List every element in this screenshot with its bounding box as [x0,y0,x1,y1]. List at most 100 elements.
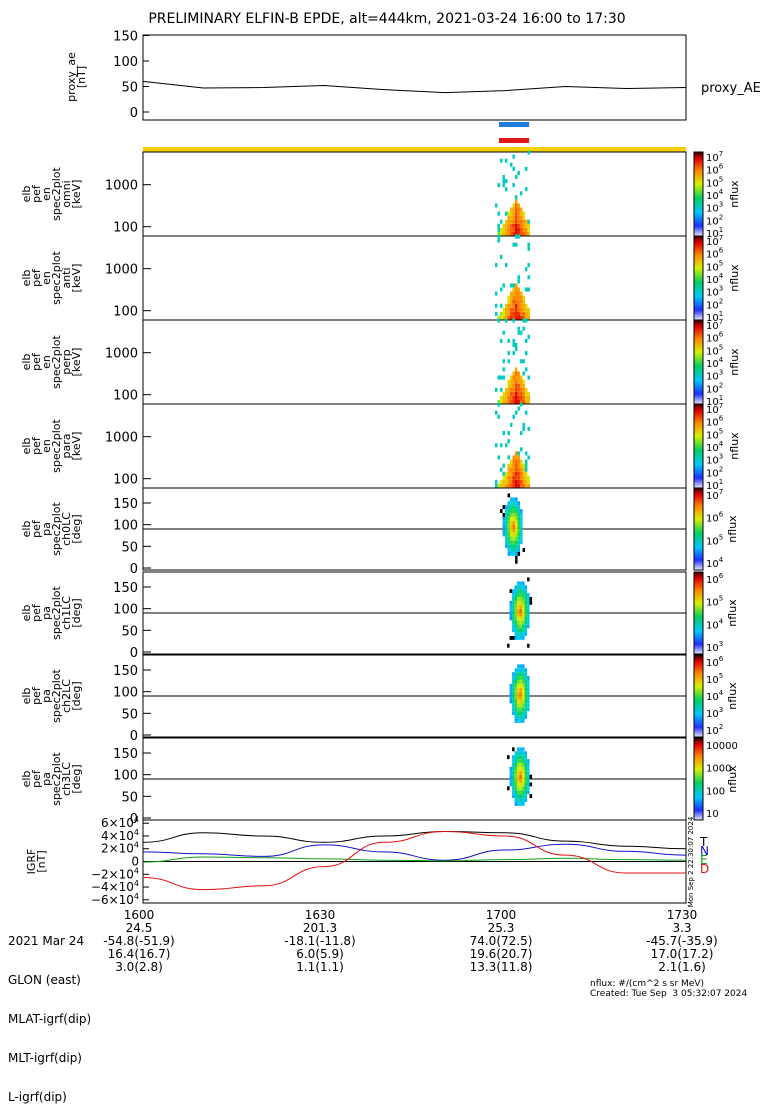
spectrogram-cell [507,483,510,488]
pitch-angle-cell [522,751,525,756]
footer-value: 74.0(72.5) [469,934,533,948]
spectrogram-cell [509,383,513,388]
spectrogram-cell [499,303,503,308]
spectrogram-cell [499,387,503,392]
colorbar-tick-label: 105 [706,343,723,357]
pitch-angle-cell [514,759,518,763]
spectrogram-cell [527,375,530,380]
spectrogram-cell [517,379,520,384]
pitch-angle-cell [519,679,523,684]
pitch-angle-cell [519,755,523,760]
spectrogram-cell [517,471,520,476]
footer-value: 2.1(1.6) [658,960,706,974]
spectrogram-cell [512,379,515,384]
spectrogram-cell [519,383,523,388]
spectrogram-cell [512,231,515,236]
pitch-angle-cell [517,782,520,787]
spectrogram-cell [507,211,510,216]
footer-value: 1.1(1.1) [296,960,344,974]
pitch-angle-cell [519,778,523,783]
spectrogram-cell [502,223,505,228]
spectrogram-cell [517,395,520,400]
pitch-angle-cell [509,687,513,692]
spec-ytick-label: 100 [113,221,138,236]
spectrogram-cell [519,459,523,464]
spectrogram-cell [524,315,528,320]
pitch-angle-cell [514,695,518,700]
spectrogram-cell [514,467,518,472]
pitch-angle-cell [517,672,520,677]
spectrogram-cell [512,291,515,296]
spectrogram-cell [512,283,515,288]
spectrogram-cell [519,399,523,404]
colorbar-label: nflux [726,765,739,793]
spectrogram-cell [509,379,513,384]
spectrogram-panel-2: 1000100elbpefenspec2plotperp[keV]1071061… [20,318,741,408]
pitch-angle-cell [512,548,516,552]
spectrogram-cell [497,375,500,380]
spectrogram-cell [504,391,508,396]
pitch-angle-cell [522,786,525,791]
spectrogram-cell [509,227,513,232]
pitch-angle-cell [517,786,520,791]
igrf-ylabel-line: IGRF [25,849,38,875]
spectrogram-cell [522,387,525,392]
spectrogram-cell [522,318,525,323]
spectrogram-cell [524,367,528,372]
spectrogram-cell [522,391,525,396]
pitch-angle-cell [507,493,511,498]
pitch-angle-cell [505,516,508,521]
pitch-angle-cell [524,608,528,613]
pitch-angle-cell [527,707,530,712]
spectrogram-cell [509,467,513,472]
spec-ylabel-line: pef [30,184,43,203]
pitch-angle-cell [520,516,523,521]
igrf-line-D [142,830,686,891]
spectrogram-cell [509,422,513,427]
spectrogram-cell [507,359,510,364]
spectrogram-cell [509,295,513,300]
pitch-angle-cell [517,544,521,549]
pa-ytick-label: 50 [121,540,138,555]
pitch-angle-cell [527,643,530,648]
spectrogram-cell [494,311,498,316]
spectrogram-cell [527,426,530,432]
spectrogram-cell [497,234,500,239]
pitch-angle-cell [512,635,515,640]
spectrogram-cell [527,455,530,460]
pitch-angle-cell [527,699,530,704]
spectrogram-cell [524,483,528,488]
pitch-angle-cell [517,505,521,510]
pitch-angle-cell [527,679,530,684]
spectrogram-cell [524,311,528,316]
pitch-angle-cell [515,536,518,541]
pitch-angle-cell [519,766,523,771]
spectrogram-cell [512,387,515,392]
pitch-angle-cell [519,604,523,609]
pitch-angle-cell [514,624,518,629]
spectrogram-cell [512,391,515,396]
spectrogram-cell [517,291,520,296]
spectrogram-cell [499,311,503,316]
pitch-angle-cell [527,616,530,621]
spec-ylabel-line: elb [20,354,33,371]
spectrogram-cell [519,307,523,312]
spectrogram-cell [509,483,513,488]
pitch-angle-cell [517,715,520,719]
spec-ylabel-line: anti [60,267,73,288]
pitch-angle-cell [509,770,513,775]
pitch-angle-cell [517,532,521,537]
spectrogram-cell [514,203,518,208]
panel-frame [142,403,687,489]
pitch-angle-cell [522,548,526,552]
spectrogram-cell [519,431,523,436]
pitch-angle-cell [515,532,518,537]
spectrogram-cell [524,223,528,228]
pitch-angle-cell [514,718,518,723]
pitch-angle-cell [524,600,528,605]
pitch-angle-cell [512,695,515,700]
colorbar-tick-label: 107 [706,150,723,164]
pitch-angle-cell [519,751,523,756]
spectrogram-cell [512,467,515,472]
